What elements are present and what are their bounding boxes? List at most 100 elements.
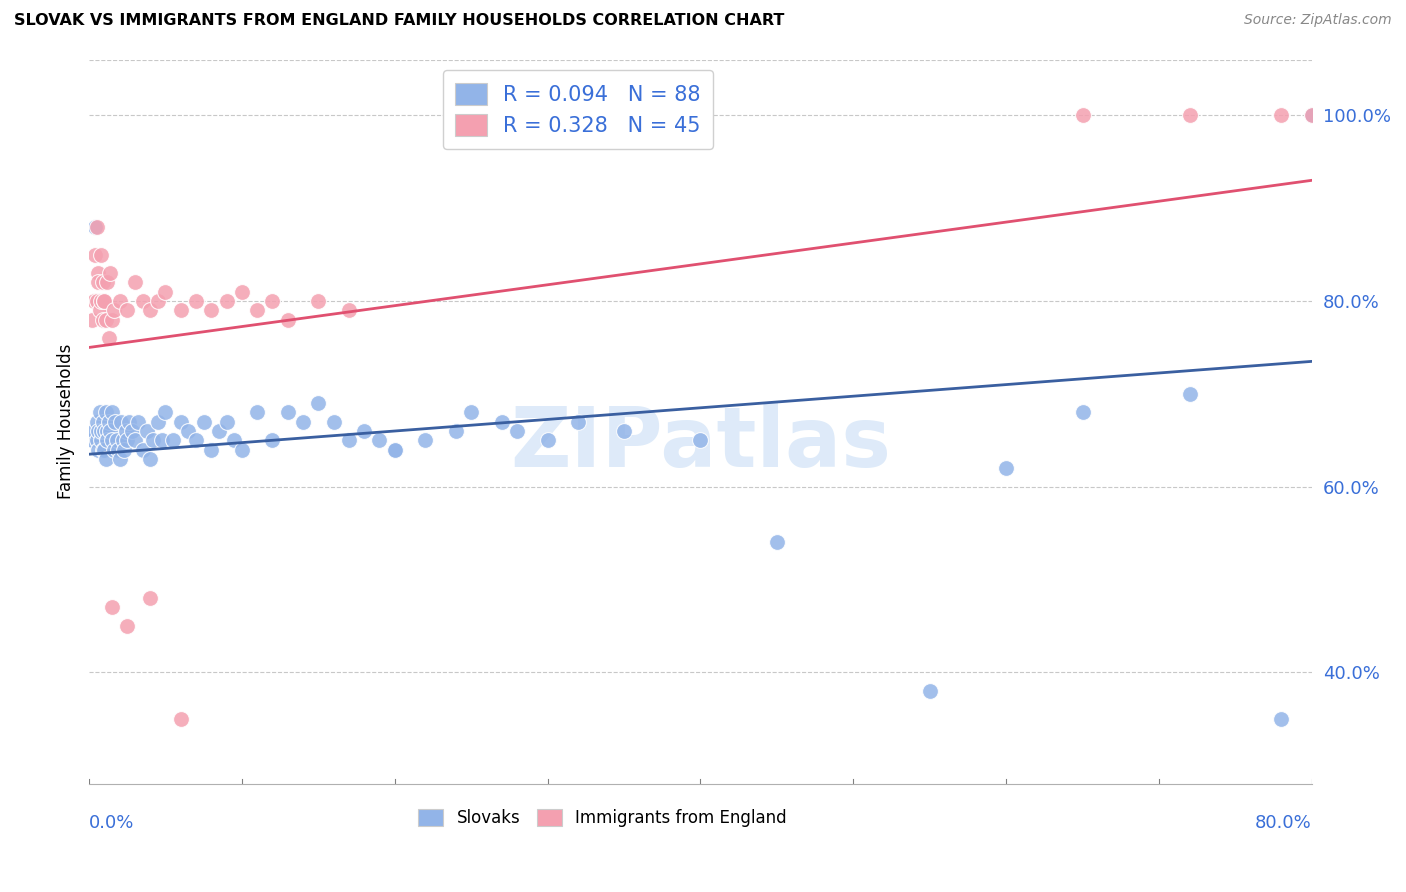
Point (103, 303, 125, 318)
Point (170, 303, 193, 318)
Point (89, 303, 111, 318)
Point (112, 442, 135, 457)
Point (90, 424, 112, 438)
Point (93, 424, 115, 438)
Point (94, 312, 117, 326)
Point (93, 293, 115, 308)
Point (1071, 108, 1094, 122)
Point (101, 312, 124, 326)
Point (101, 405, 124, 419)
Point (91, 442, 114, 457)
Point (995, 461, 1018, 475)
Point (262, 293, 284, 308)
Point (184, 434, 207, 448)
Point (146, 293, 169, 308)
Text: 0.0%: 0.0% (89, 814, 135, 832)
Point (117, 303, 139, 318)
Point (246, 405, 269, 419)
Text: SLOVAK VS IMMIGRANTS FROM ENGLAND FAMILY HOUSEHOLDS CORRELATION CHART: SLOVAK VS IMMIGRANTS FROM ENGLAND FAMILY… (14, 13, 785, 29)
Point (146, 415, 169, 429)
Point (87, 276, 110, 290)
Point (460, 405, 482, 419)
Point (506, 424, 529, 438)
Point (101, 600, 124, 615)
Point (91, 276, 114, 290)
Point (87, 266, 110, 280)
Point (200, 442, 222, 457)
Point (208, 424, 231, 438)
Point (86, 219, 108, 234)
Point (307, 396, 329, 410)
Point (193, 415, 215, 429)
Point (118, 415, 141, 429)
Point (152, 434, 174, 448)
Point (184, 293, 207, 308)
Point (108, 451, 131, 466)
Point (231, 285, 253, 299)
Point (107, 442, 129, 457)
Point (103, 442, 125, 457)
Point (1301, 108, 1323, 122)
Point (1301, 108, 1323, 122)
Point (94, 451, 117, 466)
Point (93, 442, 115, 457)
Y-axis label: Family Households: Family Households (58, 344, 75, 500)
Point (307, 293, 329, 308)
Point (353, 424, 375, 438)
Point (90, 293, 112, 308)
Point (322, 415, 344, 429)
Point (536, 434, 558, 448)
Point (124, 276, 146, 290)
Point (170, 712, 193, 726)
Point (567, 415, 589, 429)
Point (86, 293, 108, 308)
Point (131, 293, 153, 308)
Text: 80.0%: 80.0% (1256, 814, 1312, 832)
Point (200, 303, 222, 318)
Point (83, 293, 105, 308)
Point (86, 434, 108, 448)
Point (139, 303, 162, 318)
Point (215, 293, 238, 308)
Point (1270, 108, 1292, 122)
Point (124, 434, 146, 448)
Point (1301, 108, 1323, 122)
Point (90, 434, 112, 448)
Point (177, 424, 200, 438)
Point (1270, 712, 1292, 726)
Point (262, 434, 284, 448)
Point (246, 303, 269, 318)
Point (87, 424, 110, 438)
Point (111, 434, 134, 448)
Point (1071, 405, 1094, 419)
Point (96, 276, 118, 290)
Point (162, 434, 184, 448)
Point (155, 405, 177, 419)
Point (139, 591, 162, 606)
Point (136, 424, 159, 438)
Point (127, 415, 149, 429)
Text: ZIPatlas: ZIPatlas (510, 403, 891, 484)
Point (1301, 108, 1323, 122)
Point (1301, 108, 1323, 122)
Point (110, 415, 132, 429)
Point (1178, 108, 1201, 122)
Point (100, 266, 122, 280)
Point (83, 424, 105, 438)
Point (121, 424, 143, 438)
Point (131, 442, 153, 457)
Point (292, 415, 315, 429)
Point (415, 434, 437, 448)
Point (117, 434, 139, 448)
Point (337, 303, 360, 318)
Point (918, 684, 941, 698)
Point (337, 434, 360, 448)
Point (117, 619, 139, 633)
Point (766, 535, 789, 549)
Point (82, 312, 104, 326)
Point (84, 247, 107, 261)
Point (96, 434, 118, 448)
Point (139, 451, 162, 466)
Point (84, 219, 107, 234)
Point (94, 405, 117, 419)
